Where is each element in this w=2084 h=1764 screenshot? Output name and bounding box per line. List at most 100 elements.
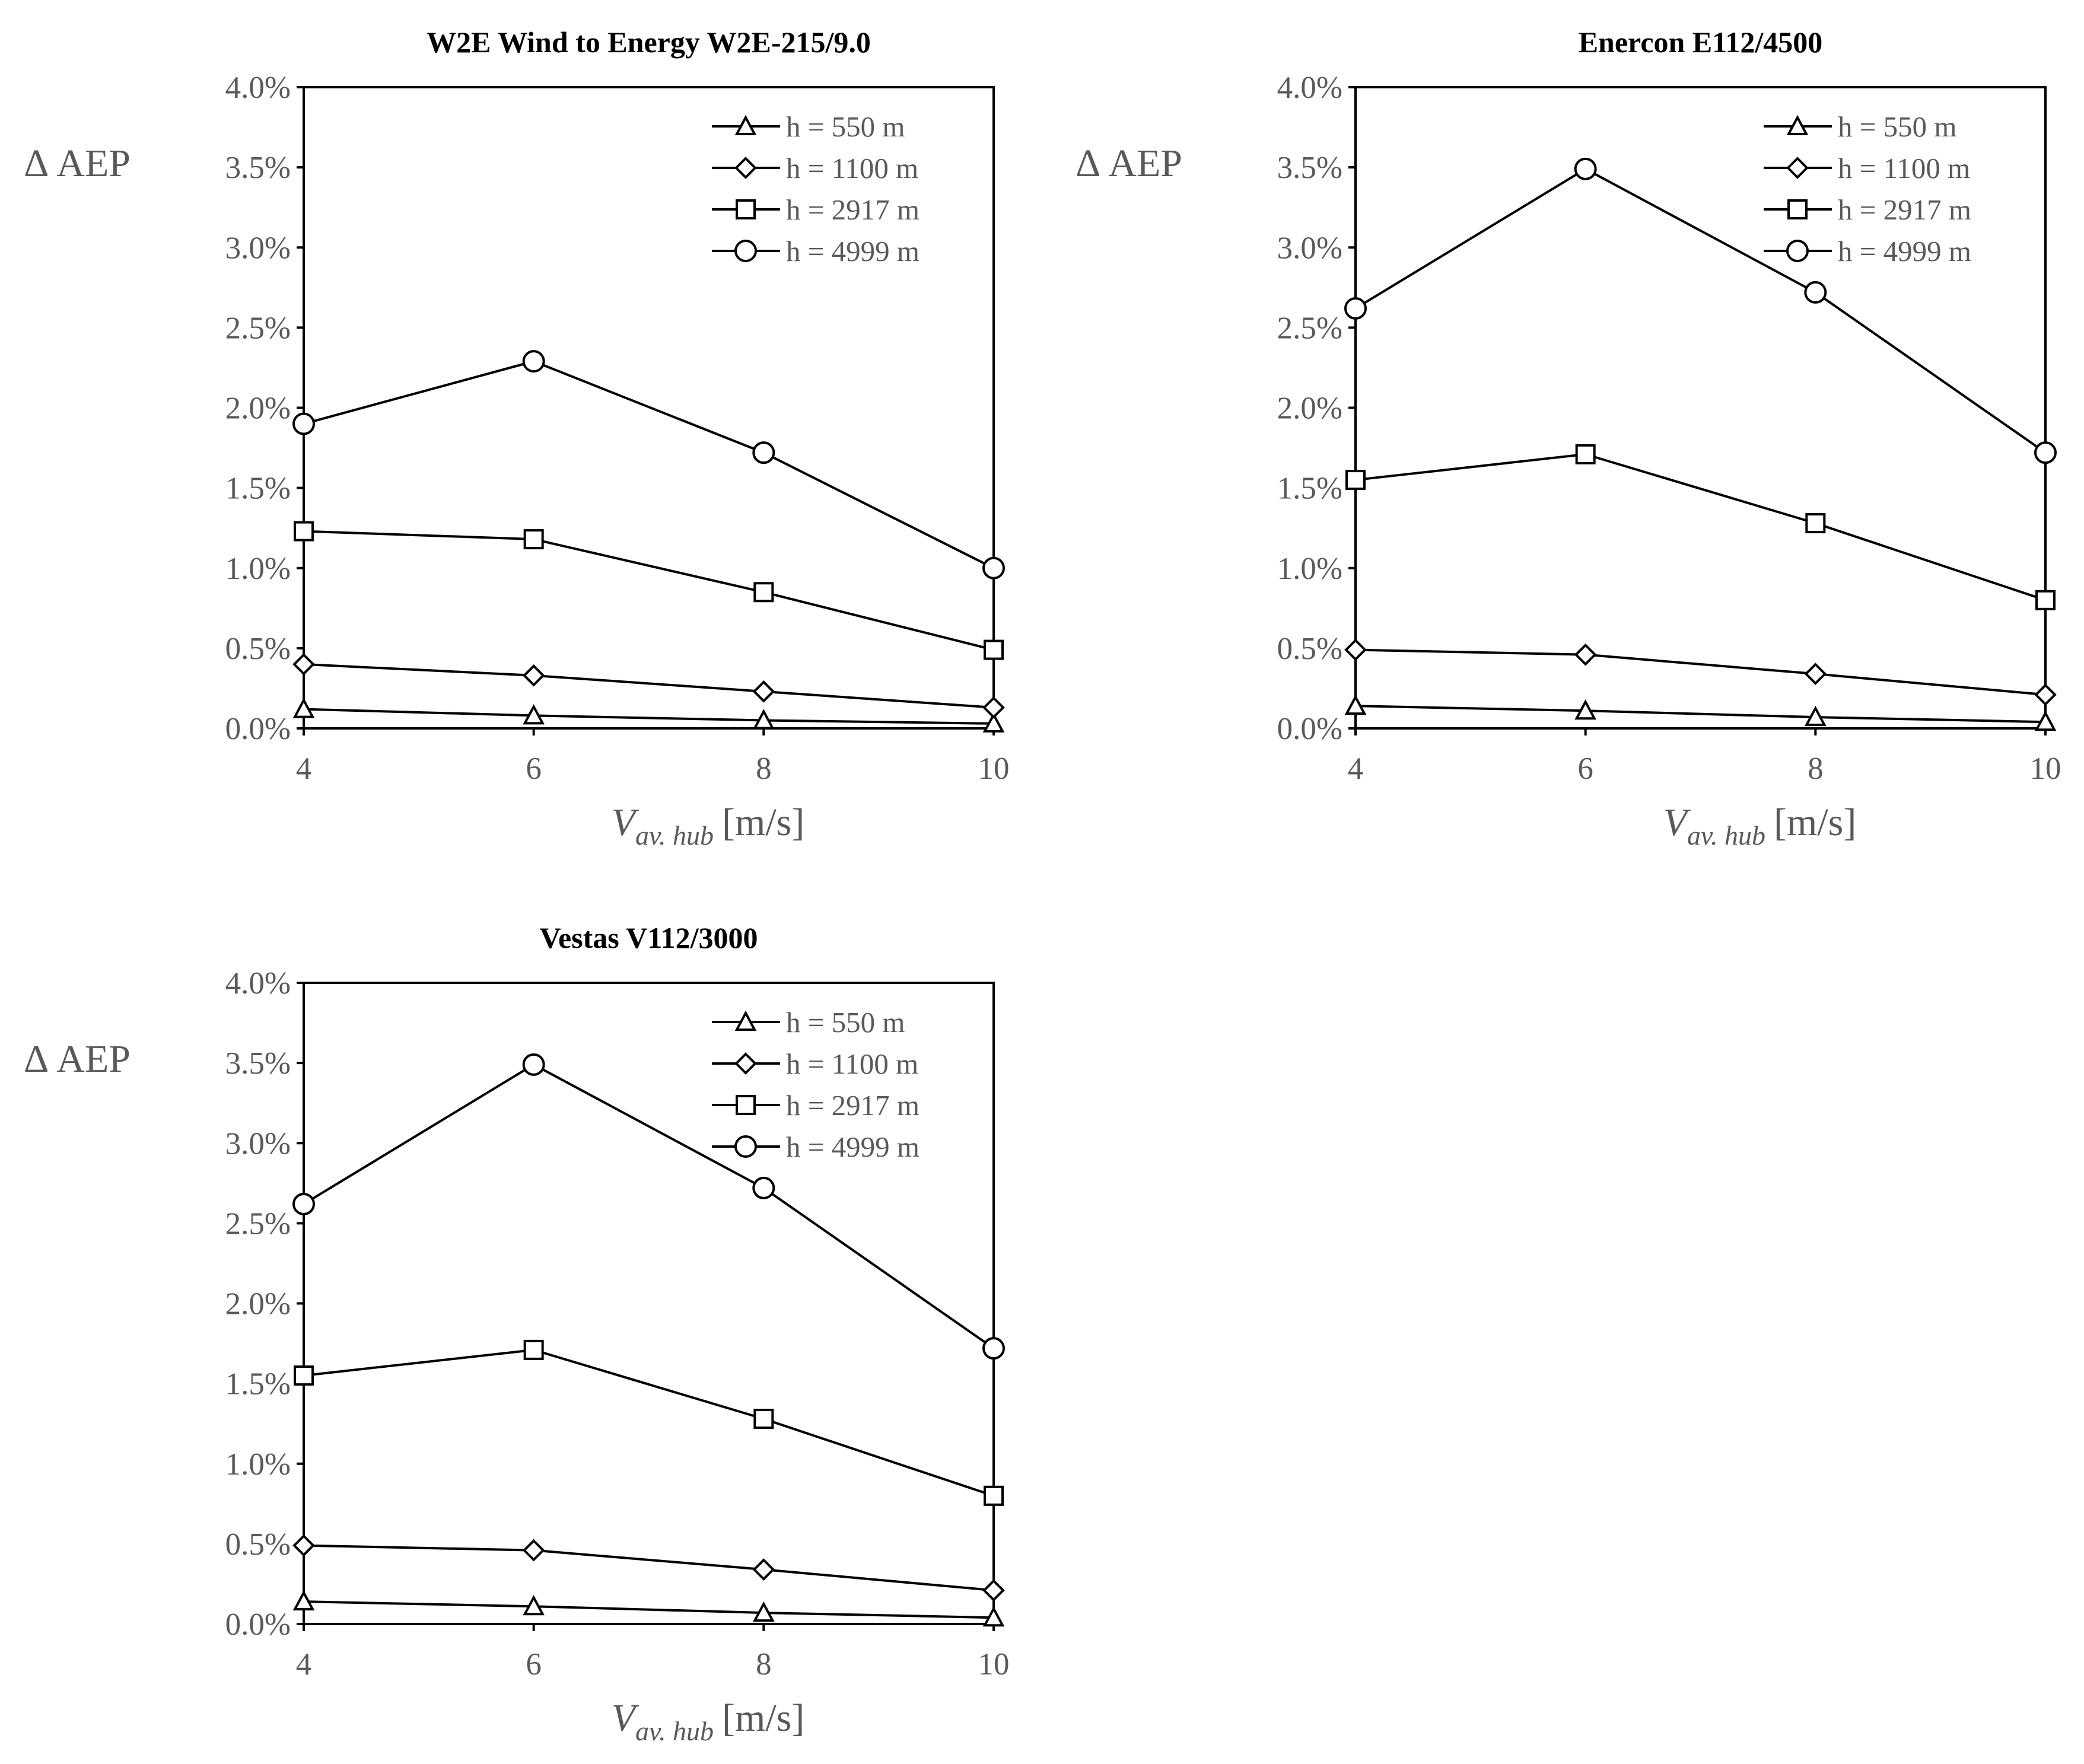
data-point-circle (752, 1176, 775, 1199)
data-point-triangle (523, 1595, 545, 1616)
data-point-square (294, 521, 314, 542)
data-point-diamond (1574, 643, 1597, 666)
x-tick-label: 10 (978, 752, 1010, 786)
data-point-square (1805, 513, 1826, 534)
legend-marker-triangle (734, 1010, 757, 1031)
x-axis-label-subscript: av. hub (635, 820, 714, 851)
data-point-circle (522, 350, 545, 373)
y-axis-label: Δ AEP (24, 142, 131, 185)
legend-label: h = 4999 m (786, 235, 919, 268)
y-tick-label: 1.5% (225, 1367, 291, 1402)
y-tick-label: 4.0% (225, 71, 291, 105)
y-tick-label: 2.0% (1277, 391, 1342, 426)
x-axis-label-subscript: av. hub (635, 1716, 714, 1746)
y-tick-label: 1.5% (1277, 472, 1342, 506)
data-point-circle (982, 1337, 1005, 1360)
x-tick-label: 8 (756, 752, 772, 786)
legend-marker-circle (734, 240, 757, 262)
legend-marker-triangle (1786, 114, 1809, 135)
legend-label: h = 1100 m (1838, 152, 1970, 184)
x-tick-label: 4 (296, 752, 312, 786)
x-axis-label: Vav. hub [m/s] (612, 1696, 805, 1746)
y-tick-label: 0.0% (1277, 712, 1342, 746)
y-tick-label: 2.5% (1277, 311, 1342, 345)
chart-title: Vestas V112/3000 (539, 921, 758, 954)
data-point-square (753, 582, 774, 603)
data-point-square (523, 529, 544, 550)
data-point-circle (2034, 441, 2057, 464)
data-point-triangle (523, 704, 545, 725)
x-axis-label-main: V (1663, 801, 1691, 844)
x-axis-label-unit: [m/s] (722, 1696, 804, 1740)
series-line-circle (303, 1063, 995, 1349)
legend-marker-diamond (1786, 157, 1809, 179)
series-line-triangle (1355, 705, 2046, 724)
x-tick-label: 8 (756, 1647, 772, 1682)
data-point-triangle (982, 1606, 1005, 1627)
y-tick-label: 4.0% (1277, 71, 1342, 105)
data-point-triangle (1804, 705, 1827, 727)
data-point-triangle (982, 712, 1005, 733)
y-tick-label: 2.0% (225, 1287, 291, 1322)
y-axis-label: Δ AEP (24, 1037, 131, 1081)
data-point-diamond (522, 664, 545, 687)
data-point-square (2035, 590, 2056, 610)
y-tick-label: 3.0% (225, 1126, 291, 1161)
x-axis-label-main: V (612, 801, 639, 844)
series-line-triangle (303, 708, 994, 725)
x-axis-label: Vav. hub [m/s] (1663, 801, 1857, 851)
y-tick-label: 3.5% (225, 151, 291, 185)
x-axis-label-subscript: av. hub (1687, 820, 1765, 851)
data-point-triangle (2034, 710, 2057, 731)
data-point-circle (752, 441, 775, 464)
y-tick-label: 0.5% (225, 632, 291, 666)
x-tick-label: 4 (1348, 752, 1364, 786)
data-point-diamond (292, 1534, 315, 1557)
series-line-square (303, 530, 994, 651)
chart-panel-1: W2E Wind to Energy W2E-215/9.0 0.0% 0.5% 1.… (24, 26, 1010, 851)
y-tick-label: 0.5% (225, 1527, 291, 1562)
plot-area (1354, 86, 2047, 730)
legend-label: h = 550 m (786, 1006, 905, 1039)
legend-marker-triangle (734, 114, 757, 135)
data-point-diamond (982, 1579, 1005, 1602)
series-line-square (1355, 453, 2046, 601)
data-point-square (1345, 470, 1366, 491)
data-point-diamond (2034, 683, 2057, 706)
data-point-circle (1344, 297, 1367, 320)
legend-marker-circle (734, 1135, 757, 1158)
x-axis-label-unit: [m/s] (722, 801, 804, 844)
series-line-triangle (303, 1600, 994, 1619)
data-point-circle (982, 556, 1005, 579)
y-tick-label: 1.0% (225, 1447, 291, 1482)
series-line-circle (303, 360, 994, 569)
legend-label: h = 2917 m (1838, 193, 1971, 226)
legend-label: h = 4999 m (786, 1131, 919, 1163)
y-tick-label: 2.0% (225, 391, 291, 426)
data-point-diamond (1804, 663, 1827, 685)
plot-area (303, 982, 995, 1625)
legend-marker-square (1787, 199, 1808, 219)
legend-label: h = 2917 m (786, 193, 919, 226)
data-point-circle (292, 1192, 315, 1215)
x-axis-label-unit: [m/s] (1774, 801, 1856, 844)
legend-marker-diamond (734, 157, 757, 179)
y-tick-label: 4.0% (225, 966, 291, 1001)
data-point-triangle (752, 709, 775, 730)
data-point-square (753, 1409, 774, 1429)
y-tick-label: 0.5% (1277, 632, 1342, 666)
legend-marker-square (736, 199, 756, 219)
y-tick-label: 0.0% (225, 1607, 291, 1642)
x-tick-label: 6 (526, 752, 542, 786)
data-point-circle (522, 1053, 545, 1076)
data-point-square (523, 1339, 544, 1360)
chart-title: Enercon E112/4500 (1579, 26, 1823, 59)
x-tick-label: 4 (296, 1647, 312, 1682)
x-tick-label: 6 (526, 1647, 542, 1682)
series-line-square (303, 1348, 994, 1497)
data-point-square (984, 639, 1004, 660)
x-axis-label-main: V (612, 1696, 639, 1740)
y-tick-label: 1.0% (225, 552, 291, 586)
chart-title: W2E Wind to Energy W2E-215/9.0 (427, 26, 871, 59)
y-tick-label: 3.0% (1277, 231, 1342, 265)
